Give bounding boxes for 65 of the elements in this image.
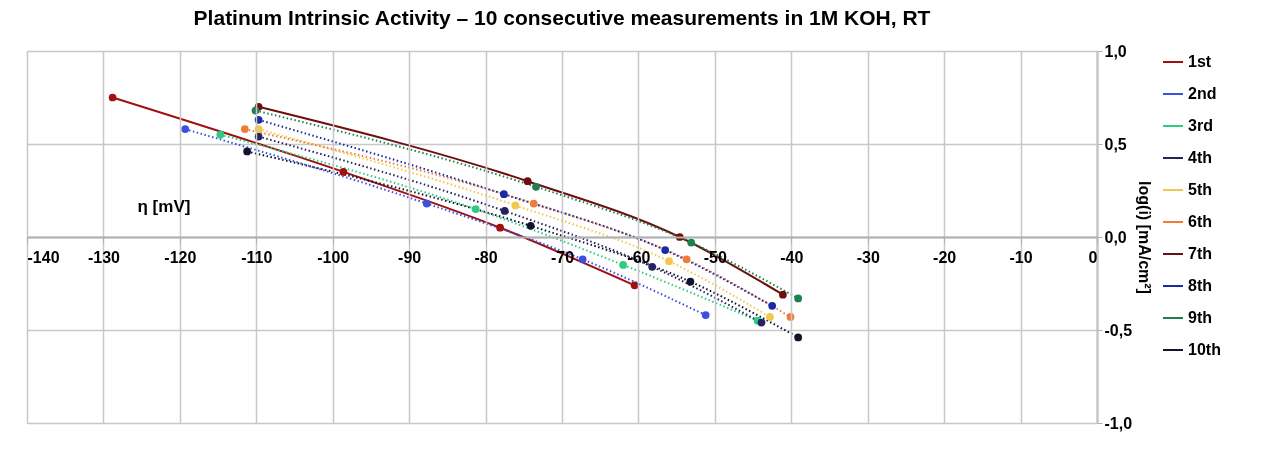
x-tick-label: -30: [856, 248, 880, 266]
point: [254, 125, 263, 133]
point: [578, 255, 587, 264]
point: [768, 301, 777, 310]
point: [630, 281, 639, 290]
point: [500, 207, 509, 215]
point: [181, 125, 190, 133]
y-tick-label: -0,5: [1104, 321, 1133, 339]
y-tick-label: 0,5: [1104, 135, 1127, 153]
x-tick-label: -60: [627, 248, 651, 266]
legend-label: 5th: [1188, 181, 1212, 198]
point: [619, 261, 628, 269]
point: [500, 190, 508, 199]
point: [757, 318, 766, 327]
legend-label: 7th: [1188, 245, 1212, 262]
point: [701, 311, 710, 319]
x-tick-label: -40: [780, 248, 804, 266]
point: [665, 257, 673, 266]
y-tick-label: 1,0: [1104, 42, 1127, 60]
chart-title: Platinum Intrinsic Activity – 10 consecutive measurements in 1M KOH, RT: [193, 6, 931, 29]
point: [523, 177, 532, 186]
x-tick-label: -100: [317, 248, 350, 266]
x-tick-label: -20: [933, 248, 957, 266]
point: [794, 333, 803, 342]
x-tick-label: -80: [474, 248, 498, 266]
x-tick-label: -130: [87, 248, 121, 266]
point: [529, 199, 538, 208]
legend-label: 2nd: [1188, 85, 1217, 102]
point: [648, 262, 657, 271]
x-tick-label: -70: [550, 248, 575, 266]
x-tick-label: -110: [241, 248, 273, 266]
legend-label: 8th: [1188, 277, 1212, 294]
point: [766, 313, 774, 321]
point: [108, 93, 117, 102]
legend-label: 3rd: [1188, 117, 1213, 134]
legend-label: 9th: [1188, 309, 1212, 326]
point: [686, 277, 695, 286]
x-tick-label: -10: [1009, 248, 1033, 266]
point: [471, 205, 480, 213]
y-axis-title: log(i) [mA/cm²]: [1136, 181, 1154, 294]
point: [687, 238, 696, 247]
point: [339, 168, 348, 176]
legend-label: 4th: [1188, 149, 1212, 166]
x-tick-label: -120: [164, 248, 197, 266]
y-tick-label: -1,0: [1104, 414, 1133, 432]
point: [661, 246, 670, 254]
point: [422, 199, 431, 208]
point: [779, 290, 787, 299]
point: [526, 221, 535, 230]
point: [243, 147, 251, 156]
x-tick-label: -140: [27, 248, 60, 266]
legend-label: 10th: [1188, 341, 1221, 358]
point: [240, 125, 249, 133]
point: [532, 182, 540, 191]
point: [682, 255, 691, 264]
legend-label: 6th: [1188, 213, 1212, 230]
x-axis-title: η [mV]: [137, 196, 191, 216]
point: [511, 201, 520, 210]
point: [794, 294, 803, 303]
point: [216, 130, 225, 139]
x-tick-label: 0: [1088, 248, 1098, 266]
x-tick-label: -90: [398, 248, 422, 266]
point: [496, 223, 504, 232]
y-tick-label: 0,0: [1104, 228, 1127, 246]
legend-label: 1st: [1188, 53, 1212, 70]
